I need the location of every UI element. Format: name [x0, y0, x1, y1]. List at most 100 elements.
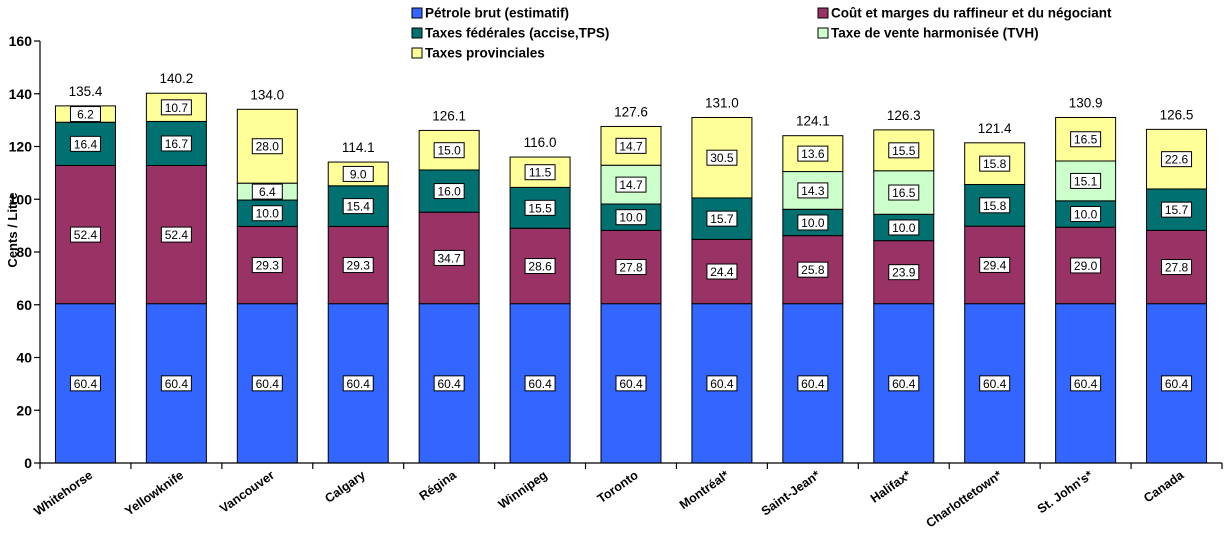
data-label-box	[1161, 201, 1193, 218]
x-axis: Whitehorse Yellowknife Vancouver Calgary Rég…	[31, 462, 1223, 530]
total-label: 135.4	[69, 84, 103, 99]
y-tick-label: 40	[16, 350, 32, 366]
data-label-box	[979, 197, 1011, 214]
data-label: 60.4	[437, 377, 461, 391]
data-label: 34.7	[437, 251, 461, 265]
data-label-box	[1161, 375, 1193, 392]
data-label: 60.4	[347, 377, 371, 391]
data-label: 6.2	[77, 108, 94, 122]
data-label: 27.8	[619, 261, 643, 275]
data-label: 13.6	[801, 147, 825, 161]
data-label: 15.5	[892, 144, 916, 158]
total-label: 124.1	[796, 114, 830, 129]
total-label: 121.4	[978, 121, 1012, 136]
y-axis-title: Cents / Litre	[5, 192, 20, 267]
total-label: 126.3	[887, 108, 921, 123]
x-category-label: Winnipeg	[496, 468, 550, 512]
x-category-label: Régina	[417, 467, 460, 503]
data-label-box	[888, 219, 920, 236]
total-label: 126.1	[432, 108, 466, 123]
data-label-box	[979, 256, 1011, 273]
data-label-box	[524, 375, 556, 392]
data-label-box	[160, 226, 192, 243]
data-label: 11.5	[529, 166, 552, 180]
chart-legend: Pétrole brut (estimatif) Coût et marges d…	[411, 6, 1112, 61]
data-label-box	[1070, 131, 1102, 148]
y-tick-label: 80	[16, 244, 32, 260]
data-label: 14.7	[619, 178, 643, 192]
data-label-box	[251, 138, 283, 155]
data-label: 10.0	[1074, 208, 1098, 222]
data-label-box	[797, 182, 829, 199]
bars: 60.4 52.4 16.4 6.2 135.4 60.4 52.4 16.7 10.7 140.…	[54, 71, 1208, 464]
data-label: 60.4	[892, 377, 916, 391]
total-label: 126.5	[1160, 107, 1194, 122]
data-label: 60.4	[165, 377, 189, 391]
data-label: 6.4	[259, 185, 276, 199]
data-label-box	[979, 375, 1011, 392]
legend-swatch	[411, 27, 423, 39]
data-label-box	[888, 264, 920, 281]
x-category-label: Calgary	[322, 468, 368, 506]
data-label-box	[69, 226, 101, 243]
total-label: 127.6	[614, 104, 648, 119]
data-label: 60.4	[801, 377, 825, 391]
data-label-box	[251, 183, 283, 200]
data-label-box	[888, 142, 920, 159]
data-label-box	[433, 183, 465, 200]
data-label: 60.4	[983, 377, 1007, 391]
data-label-box	[615, 176, 647, 193]
y-tick-label: 120	[9, 139, 33, 155]
data-label-box	[433, 249, 465, 266]
total-label: 130.9	[1069, 95, 1103, 110]
data-label-box	[615, 209, 647, 226]
x-category-label: Halifax*	[868, 468, 914, 506]
data-label-box	[888, 375, 920, 392]
data-label: 9.0	[350, 167, 367, 181]
total-label: 116.0	[524, 135, 557, 150]
data-label: 60.4	[528, 377, 552, 391]
x-category-label: Whitehorse	[31, 468, 95, 519]
x-category-label: Yellowknife	[122, 468, 186, 519]
data-label: 16.5	[892, 186, 916, 200]
total-label: 140.2	[159, 71, 193, 86]
legend-label: Taxe de vente harmonisée (TVH)	[831, 26, 1039, 41]
data-label: 16.5	[1074, 133, 1098, 147]
legend-swatch	[817, 7, 829, 19]
legend-swatch	[817, 27, 829, 39]
data-label: 60.4	[710, 377, 734, 391]
data-label-box	[797, 145, 829, 162]
data-label: 16.7	[165, 137, 189, 151]
data-label: 52.4	[165, 228, 189, 242]
data-label-box	[615, 137, 647, 154]
data-label-box	[797, 214, 829, 231]
x-category-label: Toronto	[595, 468, 641, 506]
data-label-box	[888, 184, 920, 201]
data-label-box	[342, 198, 374, 215]
data-label-box	[251, 257, 283, 274]
data-label: 29.3	[256, 259, 280, 273]
data-label: 60.4	[74, 377, 98, 391]
data-label: 60.4	[1165, 377, 1189, 391]
data-label-box	[797, 261, 829, 278]
total-label: 131.0	[705, 95, 739, 110]
x-category-label: Montréal*	[677, 468, 732, 512]
data-label: 29.3	[347, 259, 371, 273]
data-label-box	[433, 375, 465, 392]
data-label-box	[524, 257, 556, 274]
data-label: 15.4	[347, 200, 371, 214]
data-label: 29.4	[983, 258, 1007, 272]
y-tick-label: 60	[16, 297, 32, 313]
legend-label: Taxes provinciales	[425, 46, 545, 61]
legend-label: Coût et marges du raffineur et du négoci…	[831, 6, 1112, 21]
y-tick-label: 140	[9, 86, 33, 102]
data-label-box	[1070, 206, 1102, 223]
data-label: 27.8	[1165, 261, 1189, 275]
data-label-box	[1070, 375, 1102, 392]
data-label-box	[524, 164, 556, 181]
data-label-box	[342, 165, 374, 182]
data-label: 15.7	[1165, 203, 1189, 217]
data-label: 28.0	[256, 140, 280, 154]
data-label-box	[1070, 257, 1102, 274]
data-label: 30.5	[710, 151, 734, 165]
